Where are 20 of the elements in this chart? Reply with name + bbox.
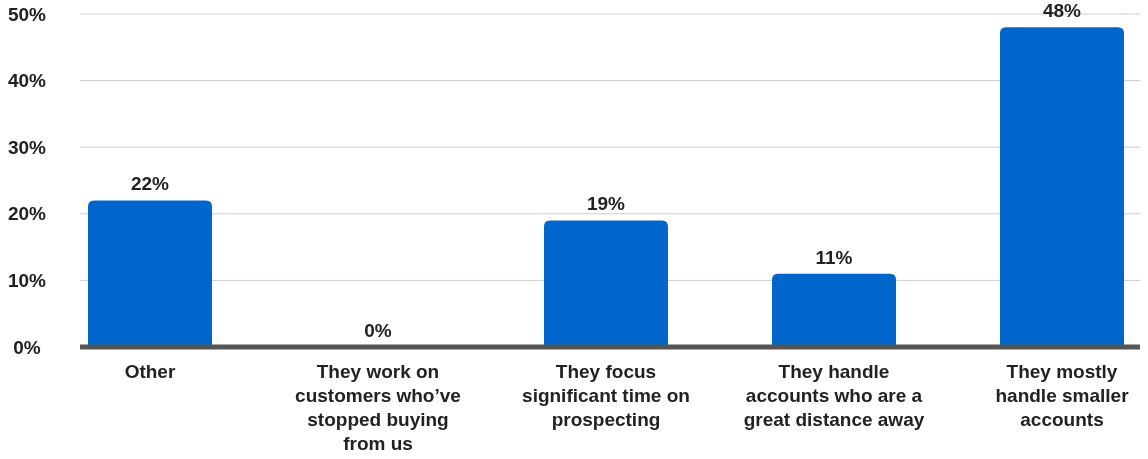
y-tick-label: 20% — [7, 203, 47, 225]
data-label: 11% — [815, 246, 853, 268]
data-label: 0% — [364, 320, 392, 341]
x-tick-label: They mostly handle smaller accounts — [995, 361, 1130, 430]
data-label: 19% — [586, 193, 626, 215]
bar — [88, 200, 212, 347]
x-tick-label: They handle accounts who are a great distance away — [743, 361, 925, 430]
bar — [772, 273, 896, 347]
bar — [1000, 27, 1124, 347]
data-label: 22% — [130, 173, 170, 195]
bar — [544, 220, 668, 347]
y-tick-label: 50% — [7, 3, 47, 25]
x-tick-label: They work on customers who’ve stopped buying from us — [295, 361, 461, 454]
y-tick-label: 30% — [7, 136, 47, 158]
x-tick-label: They focus significant time on prospecting — [522, 361, 690, 430]
y-tick-label: 40% — [7, 70, 47, 92]
y-tick-label: 10% — [7, 270, 47, 292]
x-tick-label: Other — [124, 361, 176, 382]
y-tick-label: 0% — [13, 336, 41, 358]
data-label: 48% — [1042, 0, 1082, 22]
